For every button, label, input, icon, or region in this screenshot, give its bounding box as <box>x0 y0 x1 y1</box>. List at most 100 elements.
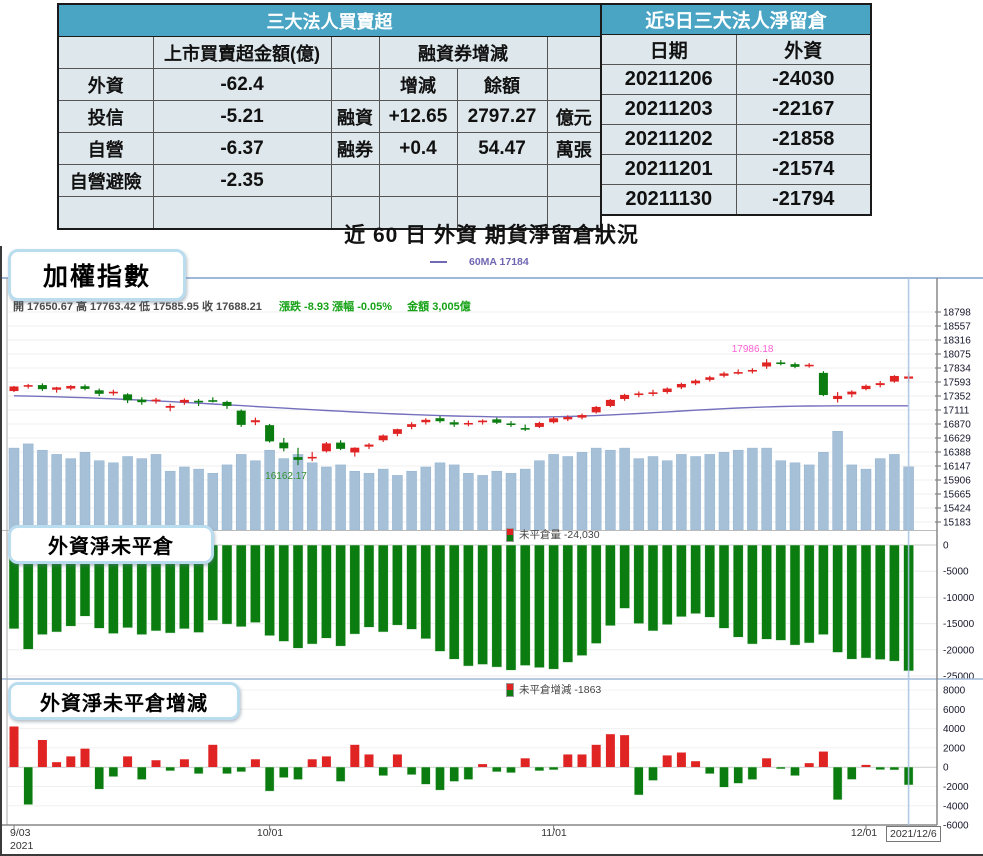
svg-text:18798: 18798 <box>943 308 971 319</box>
row-value: -62.4 <box>152 68 332 101</box>
oi-cell: -21794 <box>735 184 872 216</box>
date-cell: 20211130 <box>600 184 737 216</box>
svg-text:17986.18: 17986.18 <box>732 344 774 355</box>
row-value: -2.35 <box>152 164 332 197</box>
svg-text:18075: 18075 <box>943 350 971 361</box>
oi-change-legend-label: 未平倉增減 -1863 <box>519 684 602 696</box>
pane-title-open-interest: 外資淨未平倉 <box>8 525 214 564</box>
oi-change-legend: 未平倉增減 -1863 <box>506 682 601 697</box>
table-row: 外資 -62.4 增減 餘額 <box>57 68 602 101</box>
svg-text:0: 0 <box>943 763 949 774</box>
svg-text:17352: 17352 <box>943 392 971 403</box>
x-tick-label: 11/01 <box>541 827 567 839</box>
candle-chip-icon <box>506 682 514 697</box>
margin-change: +0.4 <box>378 132 458 165</box>
oi-cell: -22167 <box>735 94 872 125</box>
x-year-label: 2021 <box>10 840 34 852</box>
margin-unit: 萬張 <box>546 132 602 165</box>
margin-change: +12.65 <box>378 100 458 133</box>
margin-label: 融券 <box>330 132 380 165</box>
table-row: 自營避險 -2.35 <box>57 164 602 197</box>
row-label: 自營 <box>57 132 154 165</box>
margin-label: 融資 <box>330 100 380 133</box>
table-row: 20211206 -24030 <box>600 64 872 95</box>
svg-text:15665: 15665 <box>943 490 971 501</box>
sub-header-change: 增減 <box>378 68 458 101</box>
svg-text:6000: 6000 <box>943 705 966 716</box>
x-axis: 9/03 2021 10/01 11/01 12/01 2021/12/6 <box>2 825 983 853</box>
oi-legend: 未平倉量 -24,030 <box>506 527 600 542</box>
ohlc-info-bar: 開 17650.67 高 17763.42 低 17585.95 收 17688… <box>13 298 471 314</box>
recent5-table-title: 近5日三大法人淨留倉 <box>600 3 872 35</box>
svg-text:-20000: -20000 <box>943 645 975 656</box>
chart-panel: 18798 18557 18316 18075 17834 17593 17352 17111… <box>0 246 983 856</box>
svg-text:17593: 17593 <box>943 378 971 389</box>
date-cell: 20211202 <box>600 124 737 155</box>
amount-value: 金額 3,005億 <box>407 301 471 313</box>
ma-legend-label: 60MA 17184 <box>469 256 529 268</box>
svg-text:18557: 18557 <box>943 322 971 333</box>
col-header-foreign: 外資 <box>735 34 872 65</box>
sub-header-balance: 餘額 <box>456 68 548 101</box>
svg-text:17111: 17111 <box>943 406 970 417</box>
x-tick-label: 10/01 <box>256 827 284 839</box>
svg-text:16147: 16147 <box>943 462 971 473</box>
current-date-box: 2021/12/6 <box>886 826 941 842</box>
svg-text:-6000: -6000 <box>943 821 969 832</box>
svg-text:18316: 18316 <box>943 336 971 347</box>
svg-text:-25000: -25000 <box>943 672 975 683</box>
row-label: 投信 <box>57 100 154 133</box>
margin-balance: 2797.27 <box>456 100 548 133</box>
svg-text:-2000: -2000 <box>943 782 969 793</box>
svg-text:15183: 15183 <box>943 518 971 529</box>
svg-text:16629: 16629 <box>943 434 971 445</box>
x-tick-label: 12/01 <box>850 827 878 839</box>
col-header-margin: 融資券增減 <box>378 36 548 69</box>
svg-text:15906: 15906 <box>943 476 971 487</box>
svg-text:-15000: -15000 <box>943 619 975 630</box>
col-header-date: 日期 <box>600 34 737 65</box>
oi-cell: -21858 <box>735 124 872 155</box>
institutional-table: 三大法人買賣超 上市買賣超金額(億) 融資券增減 外資 -62.4 增減 餘額 … <box>57 3 603 230</box>
svg-text:16388: 16388 <box>943 448 971 459</box>
section-title: 近 60 日 外資 期貨淨留倉狀況 <box>344 224 639 247</box>
table-row: 投信 -5.21 融資 +12.65 2797.27 億元 <box>57 100 602 133</box>
oi-cell: -21574 <box>735 154 872 185</box>
margin-unit: 億元 <box>546 100 602 133</box>
col-header-amount: 上市買賣超金額(億) <box>152 36 332 69</box>
date-cell: 20211201 <box>600 154 737 185</box>
candle-chip-icon <box>506 527 514 542</box>
margin-balance: 54.47 <box>456 132 548 165</box>
table-row: 20211130 -21794 <box>600 184 872 216</box>
date-cell: 20211206 <box>600 64 737 95</box>
svg-text:16870: 16870 <box>943 420 971 431</box>
recent5-table: 近5日三大法人淨留倉 日期 外資 20211206 -24030 20211203… <box>600 3 873 216</box>
svg-text:17834: 17834 <box>943 364 971 375</box>
svg-text:0: 0 <box>943 541 949 552</box>
svg-text:-5000: -5000 <box>943 567 969 578</box>
date-cell: 20211203 <box>600 94 737 125</box>
svg-text:2000: 2000 <box>943 743 966 754</box>
row-value: -5.21 <box>152 100 332 133</box>
ma-legend: 60MA 17184 <box>430 256 529 268</box>
ohlc-values: 開 17650.67 高 17763.42 低 17585.95 收 17688… <box>13 301 262 313</box>
charts-svg[interactable]: 18798 18557 18316 18075 17834 17593 17352 17111… <box>2 246 983 854</box>
pane-title-index: 加權指數 <box>8 249 186 301</box>
row-label: 外資 <box>57 68 154 101</box>
table-row: 20211202 -21858 <box>600 124 872 155</box>
table-row: 20211201 -21574 <box>600 154 872 185</box>
x-tick-label: 9/03 <box>10 827 31 839</box>
oi-legend-label: 未平倉量 -24,030 <box>519 529 600 541</box>
ma-line-icon <box>430 261 447 263</box>
change-values: 漲跌 -8.93 漲幅 -0.05% <box>278 301 393 313</box>
pane-title-oi-change: 外資淨未平倉增減 <box>8 682 240 720</box>
institutional-table-title: 三大法人買賣超 <box>57 3 602 37</box>
svg-text:8000: 8000 <box>943 686 966 697</box>
svg-text:-10000: -10000 <box>943 593 975 604</box>
svg-text:4000: 4000 <box>943 724 966 735</box>
table-row: 20211203 -22167 <box>600 94 872 125</box>
svg-text:15424: 15424 <box>943 504 971 515</box>
svg-text:16162.17: 16162.17 <box>265 471 307 482</box>
table-row: 自營 -6.37 融券 +0.4 54.47 萬張 <box>57 132 602 165</box>
